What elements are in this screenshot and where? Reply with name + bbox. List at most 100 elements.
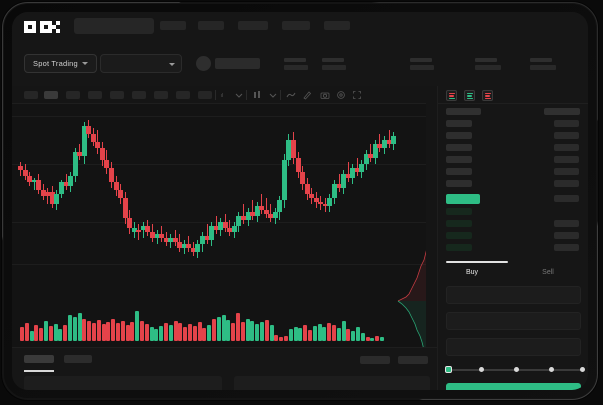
chevron-down-icon[interactable] bbox=[268, 90, 278, 100]
pair-selector[interactable] bbox=[100, 54, 182, 73]
orderbook-bid-row[interactable] bbox=[446, 244, 472, 251]
candle-body bbox=[118, 190, 124, 198]
orderbook-bid-row[interactable] bbox=[446, 208, 472, 215]
volume-bar bbox=[188, 324, 192, 341]
volume-bar bbox=[293, 327, 298, 341]
candle-body bbox=[18, 166, 23, 170]
candle-body bbox=[190, 248, 196, 252]
indicators-icon[interactable]: ıl bbox=[220, 90, 230, 100]
tab-open-orders[interactable] bbox=[24, 355, 54, 363]
volume-bar bbox=[144, 324, 149, 341]
market-stat-5 bbox=[530, 58, 556, 70]
candle-body bbox=[49, 192, 55, 204]
tab-sell[interactable]: Sell bbox=[542, 269, 554, 276]
tab-buy[interactable]: Buy bbox=[465, 269, 479, 276]
nav-item-2[interactable] bbox=[198, 21, 224, 30]
nav-item-3[interactable] bbox=[238, 21, 268, 30]
orderbook-ask-qty bbox=[554, 180, 579, 187]
search-input[interactable] bbox=[74, 18, 154, 34]
candle-body bbox=[72, 152, 78, 176]
timeframe-button-7[interactable] bbox=[154, 91, 168, 99]
orderbook-ask-row[interactable] bbox=[446, 156, 472, 163]
candle-body bbox=[231, 226, 237, 232]
volume-series bbox=[12, 299, 426, 341]
candle-wick bbox=[356, 158, 358, 176]
volume-bar bbox=[322, 327, 327, 341]
nav-item-5[interactable] bbox=[324, 21, 350, 30]
orderbook-asks-icon[interactable] bbox=[482, 90, 493, 101]
orderbook-bid-row[interactable] bbox=[446, 232, 472, 239]
okx-logo[interactable] bbox=[24, 21, 60, 33]
orderbook-ask-row[interactable] bbox=[446, 144, 472, 151]
timeframe-button-9[interactable] bbox=[198, 91, 212, 99]
submit-buy-button[interactable] bbox=[446, 383, 581, 390]
candle-body bbox=[140, 226, 146, 230]
camera-icon[interactable] bbox=[320, 90, 330, 100]
volume-bar bbox=[149, 327, 154, 341]
slider-step-4[interactable] bbox=[549, 367, 554, 372]
order-amount-input[interactable] bbox=[446, 312, 581, 330]
trading-mode-selector[interactable]: Spot Trading bbox=[24, 54, 97, 73]
volume-bar bbox=[125, 325, 130, 341]
stat-label bbox=[530, 58, 552, 62]
orderbook-bid-row[interactable] bbox=[446, 220, 472, 227]
order-price-input[interactable] bbox=[446, 286, 581, 304]
chart-type-icon[interactable] bbox=[252, 90, 262, 100]
nav-item-4[interactable] bbox=[282, 21, 310, 30]
volume-bar bbox=[72, 317, 77, 341]
orderbook-ask-row[interactable] bbox=[446, 168, 472, 175]
orderbook-both-icon[interactable] bbox=[446, 90, 457, 101]
candle-body bbox=[149, 232, 155, 238]
orderbook-ask-row[interactable] bbox=[446, 180, 472, 187]
candle-wick bbox=[47, 188, 49, 204]
market-stat-4 bbox=[475, 58, 501, 70]
timeframe-button-2[interactable] bbox=[44, 91, 58, 99]
candle-body bbox=[254, 206, 260, 216]
timeframe-button-6[interactable] bbox=[132, 91, 146, 99]
volume-bar bbox=[245, 319, 250, 341]
stat-value bbox=[530, 65, 556, 70]
orderbook-scroll-indicator[interactable] bbox=[446, 261, 508, 263]
pencil-icon[interactable] bbox=[302, 90, 312, 100]
chevron-down-icon[interactable] bbox=[234, 90, 244, 100]
slider-step-2[interactable] bbox=[479, 367, 484, 372]
volume-bar bbox=[192, 326, 197, 341]
candle-body bbox=[300, 172, 306, 184]
slider-step-5[interactable] bbox=[580, 367, 585, 372]
timeframe-button-8[interactable] bbox=[176, 91, 190, 99]
volume-bar bbox=[312, 326, 317, 341]
panel-action-1[interactable] bbox=[360, 356, 390, 364]
panel-action-2[interactable] bbox=[398, 356, 428, 364]
volume-bar bbox=[20, 327, 24, 341]
timeframe-button-1[interactable] bbox=[24, 91, 38, 99]
trendline-icon[interactable] bbox=[286, 90, 296, 100]
candle-body bbox=[295, 158, 301, 172]
orderbook-ask-row[interactable] bbox=[446, 132, 472, 139]
amount-slider-handle[interactable] bbox=[445, 366, 452, 373]
volume-bar bbox=[288, 329, 293, 341]
settings-icon[interactable] bbox=[336, 90, 346, 100]
timeframe-button-3[interactable] bbox=[66, 91, 80, 99]
timeframe-button-4[interactable] bbox=[88, 91, 102, 99]
timeframe-button-5[interactable] bbox=[110, 91, 124, 99]
tab-order-history[interactable] bbox=[64, 355, 92, 363]
candle-body bbox=[263, 210, 269, 214]
nav-item-1[interactable] bbox=[160, 21, 186, 30]
candle-body bbox=[77, 152, 83, 156]
volume-bar bbox=[202, 328, 207, 341]
orderbook-bids-icon[interactable] bbox=[464, 90, 475, 101]
candle-wick bbox=[270, 204, 272, 222]
order-total-input[interactable] bbox=[446, 338, 581, 356]
slider-step-3[interactable] bbox=[514, 367, 519, 372]
volume-bar bbox=[216, 317, 221, 341]
candle-body bbox=[331, 184, 337, 198]
volume-bar bbox=[341, 321, 346, 341]
volume-bar bbox=[106, 322, 111, 341]
candle-body bbox=[131, 228, 137, 232]
orderbook-ask-row[interactable] bbox=[446, 120, 472, 127]
chevron-down-icon bbox=[169, 63, 175, 66]
candle-body bbox=[259, 206, 265, 210]
fullscreen-icon[interactable] bbox=[352, 90, 362, 100]
price-chart[interactable] bbox=[12, 104, 426, 347]
volume-bar bbox=[240, 322, 245, 341]
